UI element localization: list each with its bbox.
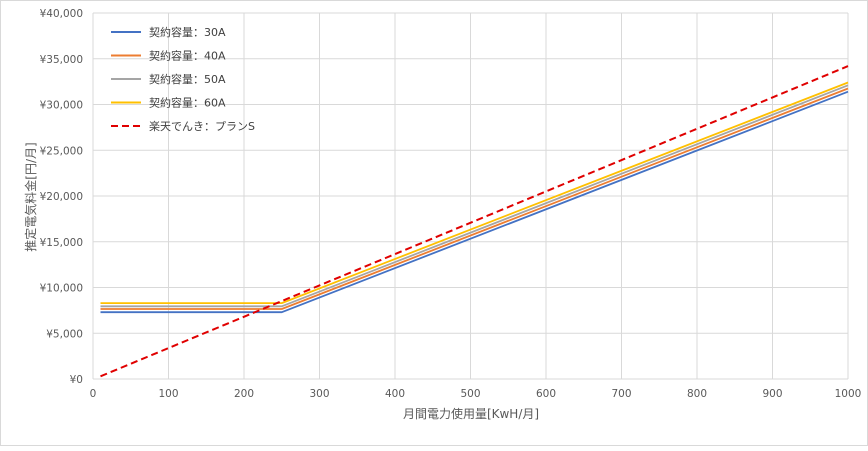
x-tick-label: 400 <box>385 388 405 400</box>
y-tick-label: ¥10,000 <box>40 283 83 295</box>
x-tick-label: 500 <box>460 388 480 400</box>
x-axis-ticks: 0 100 200 300 400 500 600 700 800 900 1000 <box>90 388 862 400</box>
grid-lines <box>92 12 849 380</box>
legend-label: 契約容量：30A <box>149 25 226 39</box>
x-tick-label: 1000 <box>835 388 862 400</box>
x-tick-label: 300 <box>309 388 329 400</box>
legend-label: 楽天でんき：プランS <box>149 120 255 133</box>
x-tick-label: 200 <box>234 388 254 400</box>
series-lines <box>100 65 849 378</box>
x-tick-label: 0 <box>90 388 97 400</box>
legend-label: 契約容量：40A <box>149 49 226 63</box>
series-line <box>100 65 849 378</box>
x-tick-label: 100 <box>158 388 178 400</box>
x-tick-label: 900 <box>762 388 782 400</box>
y-tick-label: ¥35,000 <box>40 54 83 66</box>
y-tick-label: ¥15,000 <box>40 237 83 249</box>
series-line <box>100 81 849 305</box>
y-axis-ticks: ¥0 ¥5,000 ¥10,000 ¥15,000 ¥20,000 ¥25,000 ¥30,… <box>40 8 83 386</box>
x-tick-label: 700 <box>611 388 631 400</box>
y-tick-label: ¥20,000 <box>40 191 83 203</box>
series-line <box>100 84 849 308</box>
y-axis-title: 推定電気料金[円/月] <box>23 142 38 251</box>
y-tick-label: ¥40,000 <box>40 8 83 20</box>
legend-label: 契約容量：60A <box>149 96 226 110</box>
y-tick-label: ¥25,000 <box>40 145 83 157</box>
series-line <box>100 87 849 310</box>
x-tick-label: 600 <box>536 388 556 400</box>
x-axis-title: 月間電力使用量[KwH/月] <box>403 406 539 421</box>
y-tick-label: ¥5,000 <box>46 328 83 340</box>
legend: 契約容量：30A 契約容量：40A 契約容量：50A 契約容量：60A 楽天でんき：プラ… <box>111 25 255 133</box>
x-tick-label: 800 <box>687 388 707 400</box>
legend-label: 契約容量：50A <box>149 72 226 86</box>
y-tick-label: ¥0 <box>70 374 83 386</box>
y-tick-label: ¥30,000 <box>40 100 83 112</box>
series-line <box>100 90 849 314</box>
